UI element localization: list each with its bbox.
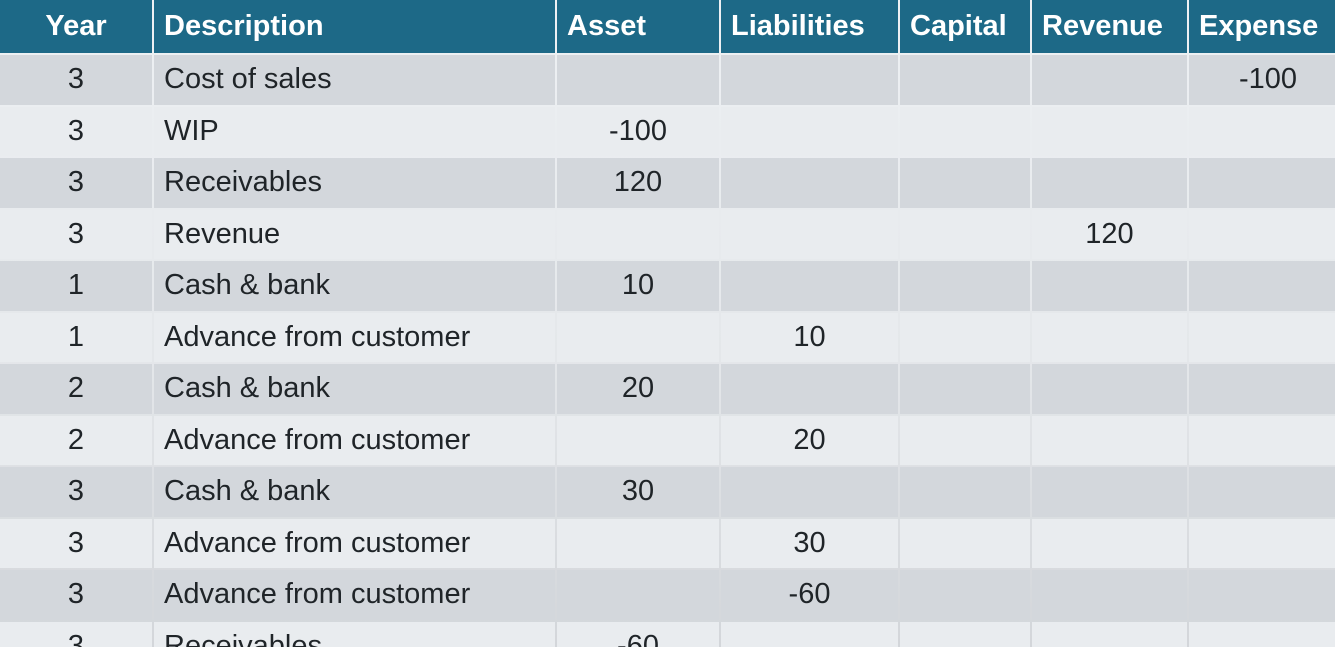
cell-year: 3	[0, 467, 152, 517]
cell-year: 3	[0, 106, 152, 156]
header-description: Description	[154, 0, 555, 53]
cell-revenue	[1032, 55, 1187, 105]
cell-capital	[900, 261, 1030, 311]
cell-asset	[557, 55, 719, 105]
cell-asset: 30	[557, 467, 719, 517]
cell-description: Cash & bank	[154, 261, 555, 311]
cell-expense	[1189, 158, 1335, 208]
cell-capital	[900, 55, 1030, 105]
cell-expense	[1189, 415, 1335, 465]
cell-liabilities	[721, 261, 898, 311]
cell-liabilities	[721, 467, 898, 517]
cell-description: Cash & bank	[154, 364, 555, 414]
cell-capital	[900, 209, 1030, 259]
cell-asset: 120	[557, 158, 719, 208]
cell-description: Advance from customer	[154, 518, 555, 568]
cell-capital	[900, 158, 1030, 208]
cell-liabilities: 20	[721, 415, 898, 465]
cell-asset: 10	[557, 261, 719, 311]
cell-year: 3	[0, 55, 152, 105]
cell-capital	[900, 415, 1030, 465]
cell-liabilities	[721, 209, 898, 259]
cell-asset	[557, 518, 719, 568]
cell-capital	[900, 312, 1030, 362]
header-capital: Capital	[900, 0, 1030, 53]
cell-revenue	[1032, 518, 1187, 568]
cell-expense	[1189, 518, 1335, 568]
cell-liabilities	[721, 55, 898, 105]
cell-year: 3	[0, 209, 152, 259]
cell-expense: -100	[1189, 55, 1335, 105]
cell-year: 3	[0, 621, 152, 647]
cell-description: Cost of sales	[154, 55, 555, 105]
cell-expense	[1189, 261, 1335, 311]
cell-description: Revenue	[154, 209, 555, 259]
cell-liabilities	[721, 364, 898, 414]
cell-liabilities: -60	[721, 570, 898, 620]
cell-revenue	[1032, 158, 1187, 208]
cell-capital	[900, 621, 1030, 647]
cell-description: Receivables	[154, 621, 555, 647]
cell-asset: 20	[557, 364, 719, 414]
cell-asset	[557, 209, 719, 259]
cell-year: 3	[0, 158, 152, 208]
cell-capital	[900, 106, 1030, 156]
cell-revenue	[1032, 261, 1187, 311]
cell-asset: -60	[557, 621, 719, 647]
cell-revenue	[1032, 415, 1187, 465]
header-revenue: Revenue	[1032, 0, 1187, 53]
cell-year: 3	[0, 518, 152, 568]
cell-capital	[900, 518, 1030, 568]
cell-capital	[900, 570, 1030, 620]
cell-capital	[900, 467, 1030, 517]
cell-year: 1	[0, 261, 152, 311]
cell-year: 1	[0, 312, 152, 362]
header-liabilities: Liabilities	[721, 0, 898, 53]
cell-revenue	[1032, 621, 1187, 647]
cell-asset	[557, 570, 719, 620]
cell-description: Advance from customer	[154, 312, 555, 362]
cell-revenue	[1032, 106, 1187, 156]
cell-asset	[557, 312, 719, 362]
cell-asset	[557, 415, 719, 465]
cell-year: 3	[0, 570, 152, 620]
cell-description: Receivables	[154, 158, 555, 208]
cell-revenue	[1032, 467, 1187, 517]
cell-liabilities: 30	[721, 518, 898, 568]
header-expense: Expense	[1189, 0, 1335, 53]
header-asset: Asset	[557, 0, 719, 53]
cell-expense	[1189, 106, 1335, 156]
cell-description: Cash & bank	[154, 467, 555, 517]
cell-revenue	[1032, 312, 1187, 362]
cell-expense	[1189, 312, 1335, 362]
cell-description: WIP	[154, 106, 555, 156]
cell-description: Advance from customer	[154, 415, 555, 465]
cell-liabilities	[721, 106, 898, 156]
cell-revenue	[1032, 570, 1187, 620]
cell-liabilities	[721, 621, 898, 647]
cell-year: 2	[0, 364, 152, 414]
cell-expense	[1189, 621, 1335, 647]
cell-capital	[900, 364, 1030, 414]
cell-revenue	[1032, 364, 1187, 414]
cell-revenue: 120	[1032, 209, 1187, 259]
cell-expense	[1189, 209, 1335, 259]
cell-expense	[1189, 364, 1335, 414]
cell-year: 2	[0, 415, 152, 465]
cell-asset: -100	[557, 106, 719, 156]
header-year: Year	[0, 0, 152, 53]
cell-expense	[1189, 467, 1335, 517]
cell-description: Advance from customer	[154, 570, 555, 620]
cell-expense	[1189, 570, 1335, 620]
cell-liabilities	[721, 158, 898, 208]
cell-liabilities: 10	[721, 312, 898, 362]
